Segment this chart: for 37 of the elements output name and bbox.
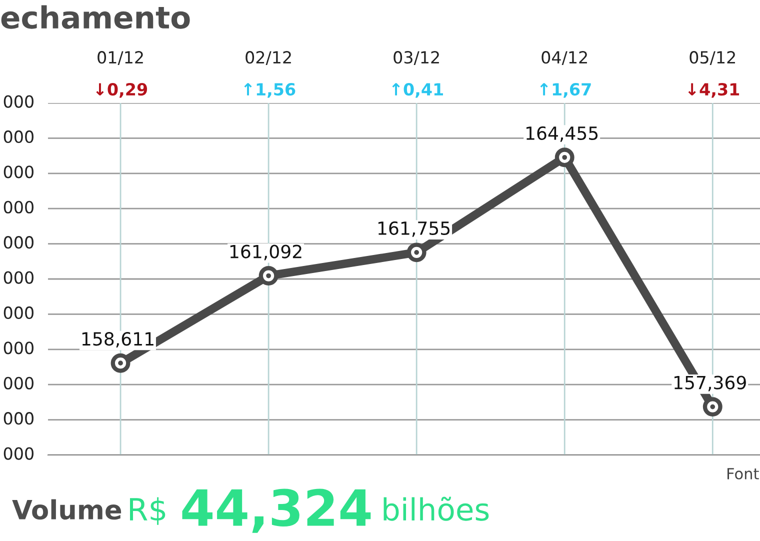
chart-title: echamento xyxy=(1,5,190,29)
point xyxy=(258,266,278,286)
x-tick-label: 03/12 xyxy=(394,51,439,65)
text: 000 xyxy=(4,342,34,354)
text: Volume xyxy=(12,499,122,520)
point xyxy=(554,148,574,168)
text: 000 xyxy=(4,236,34,249)
point xyxy=(406,242,426,262)
data-label: 164,455 xyxy=(526,126,598,142)
text: 000 xyxy=(4,376,34,390)
text: 000 xyxy=(4,200,34,214)
text: 000 xyxy=(4,95,34,108)
text: ↑1,67 xyxy=(540,83,591,98)
text: R$ xyxy=(130,497,166,525)
text: Font xyxy=(728,468,759,480)
text: 000 xyxy=(4,412,34,425)
text: bilhões xyxy=(384,496,489,521)
point xyxy=(110,353,130,373)
text: 000 xyxy=(4,447,34,460)
data-label: 161,092 xyxy=(230,244,302,260)
text: ↓0,29 xyxy=(96,82,148,98)
data-label: 157,369 xyxy=(674,376,746,392)
point xyxy=(702,397,722,417)
text: ↓4,31 xyxy=(688,82,740,98)
x-tick-label: 01/12 xyxy=(98,51,143,65)
data-label: 158,611 xyxy=(82,332,154,348)
text: ↑1,56 xyxy=(244,83,296,98)
data-label: 161,755 xyxy=(378,221,450,237)
text: 000 xyxy=(4,306,34,320)
text: 000 xyxy=(4,271,34,284)
x-tick-label: 04/12 xyxy=(542,51,587,65)
x-tick-label: 05/12 xyxy=(690,51,735,65)
text: ↑0,41 xyxy=(392,82,443,98)
text: 000 xyxy=(4,130,34,144)
text: 000 xyxy=(4,166,34,178)
x-tick-label: 02/12 xyxy=(246,51,291,65)
text: 44,324 xyxy=(182,488,371,533)
